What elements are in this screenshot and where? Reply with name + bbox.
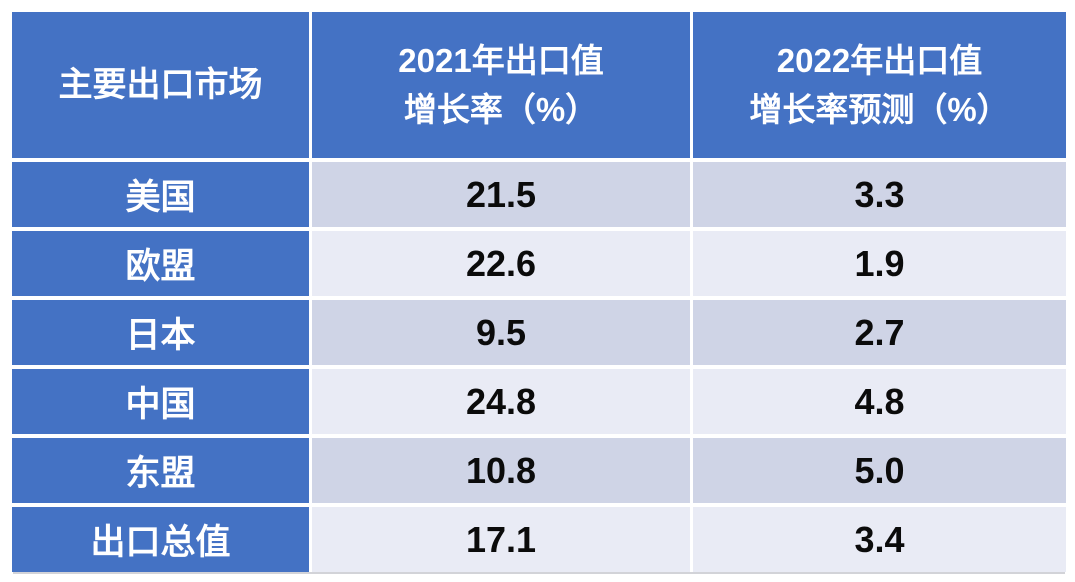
header-market-label: 主要出口市场 [58,65,263,104]
value-2022-eu: 1.9 [693,231,1066,296]
value-2021-eu: 22.6 [312,231,690,296]
row-label-china: 中国 [12,369,309,434]
header-2021-line2: 增长率（%） [403,91,599,128]
value-2021-asean: 10.8 [312,438,690,503]
value-2022-asean: 5.0 [693,438,1066,503]
header-2022-line2: 增长率预测（%） [749,91,1010,128]
header-cell-2021-growth: 2021年出口值 增长率（%） [312,12,690,158]
row-label-asean: 东盟 [12,438,309,503]
value-2021-usa: 21.5 [312,162,690,227]
table-grid: 主要出口市场 2021年出口值 增长率（%） 2022年出口值 增长率预测（%）… [12,12,1066,572]
value-2021-total: 17.1 [312,507,690,572]
header-cell-2022-forecast: 2022年出口值 增长率预测（%） [693,12,1066,158]
value-2021-china: 24.8 [312,369,690,434]
header-2022-line1: 2022年出口值 [776,41,983,79]
header-cell-market: 主要出口市场 [12,12,309,158]
value-2021-japan: 9.5 [312,300,690,365]
value-2022-japan: 2.7 [693,300,1066,365]
value-2022-china: 4.8 [693,369,1066,434]
row-label-total-exports: 出口总值 [12,507,309,572]
value-2022-total: 3.4 [693,507,1066,572]
row-label-eu: 欧盟 [12,231,309,296]
row-label-japan: 日本 [12,300,309,365]
header-2021-line1: 2021年出口值 [398,41,604,79]
row-label-usa: 美国 [12,162,309,227]
value-2022-usa: 3.3 [693,162,1066,227]
export-growth-table: 主要出口市场 2021年出口值 增长率（%） 2022年出口值 增长率预测（%）… [12,12,1066,572]
